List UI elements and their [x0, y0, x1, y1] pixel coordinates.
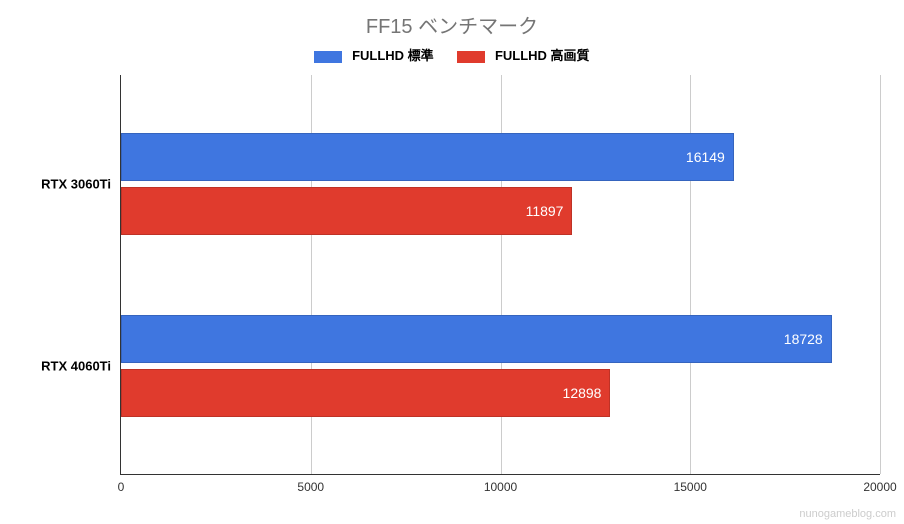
watermark: nunogameblog.com: [799, 508, 896, 520]
x-tick-label: 15000: [674, 480, 707, 494]
bar-value-label: 16149: [686, 149, 725, 165]
bar: 16149: [121, 133, 734, 181]
gridline: [880, 75, 881, 474]
bar: 12898: [121, 369, 610, 417]
legend-item-1: FULLHD 高画質: [457, 45, 589, 64]
x-tick-label: 20000: [863, 480, 896, 494]
legend-label-0: FULLHD 標準: [352, 48, 434, 63]
legend-item-0: FULLHD 標準: [314, 45, 433, 64]
bar: 18728: [121, 315, 832, 363]
category-label: RTX 4060Ti: [41, 358, 111, 373]
bar: 11897: [121, 187, 572, 235]
bar-value-label: 11897: [526, 203, 564, 219]
chart-title: FF15 ベンチマーク: [0, 0, 904, 39]
legend-label-1: FULLHD 高画質: [495, 48, 590, 63]
legend: FULLHD 標準 FULLHD 高画質: [0, 45, 904, 64]
plot-area: 05000100001500020000RTX 3060Ti1614911897…: [120, 75, 880, 475]
chart-container: FF15 ベンチマーク FULLHD 標準 FULLHD 高画質 0 5000 10…: [0, 0, 904, 524]
x-tick-label: 0: [118, 480, 125, 494]
legend-swatch-1: [457, 51, 485, 63]
bar-value-label: 18728: [784, 331, 823, 347]
category-label: RTX 3060Ti: [41, 176, 111, 191]
legend-swatch-0: [314, 51, 342, 63]
bar-value-label: 12898: [563, 385, 602, 401]
x-tick-label: 5000: [297, 480, 324, 494]
plot-axes: 05000100001500020000RTX 3060Ti1614911897…: [120, 75, 880, 475]
x-tick-label: 10000: [484, 480, 517, 494]
